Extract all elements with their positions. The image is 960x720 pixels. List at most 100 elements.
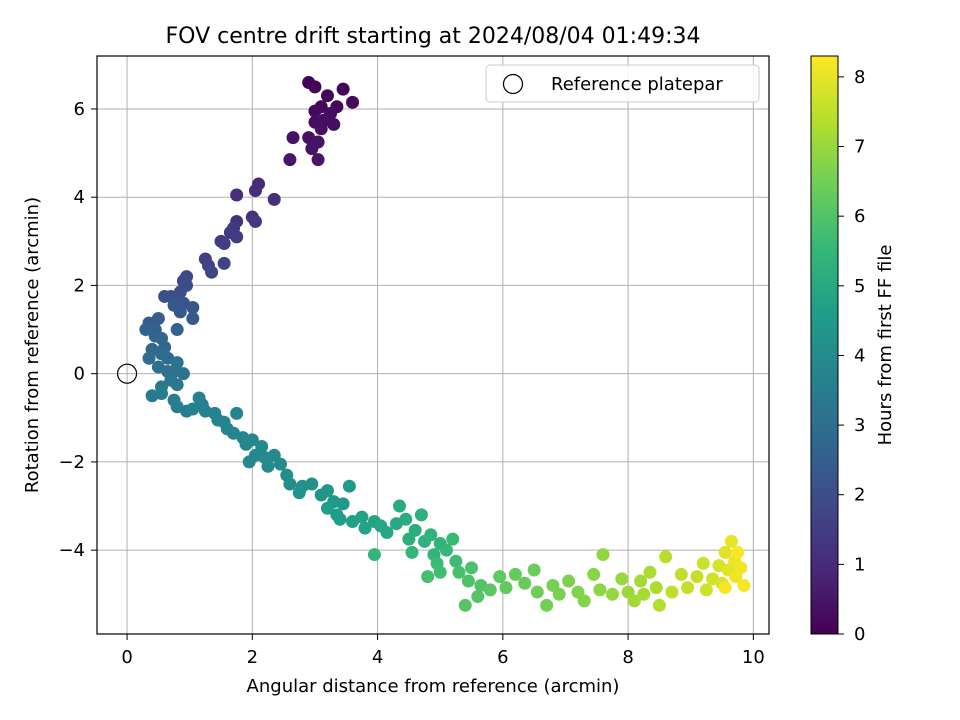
- data-point: [421, 570, 435, 584]
- colorbar-tick-label: 4: [854, 345, 865, 366]
- data-point: [696, 556, 710, 570]
- data-point: [637, 587, 651, 601]
- colorbar-ticks: 0 1 2 3 4 5 6 7 8: [838, 67, 865, 645]
- legend-marker: [502, 73, 524, 95]
- data-point: [587, 567, 601, 581]
- data-point: [593, 583, 607, 597]
- data-point: [170, 356, 184, 370]
- y-tick-label: 0: [74, 364, 85, 385]
- data-point: [540, 598, 554, 612]
- data-point: [308, 104, 322, 118]
- x-axis-label: Angular distance from reference (arcmin): [247, 676, 620, 697]
- data-point: [674, 567, 688, 581]
- data-point: [402, 532, 416, 546]
- data-point: [170, 378, 184, 392]
- data-point: [245, 433, 259, 447]
- data-point: [274, 457, 288, 471]
- x-tick-label: 2: [247, 647, 258, 668]
- colorbar-tick-label: 2: [854, 485, 865, 506]
- y-tick-label: 4: [74, 187, 85, 208]
- data-point: [718, 545, 732, 559]
- colorbar-tick-label: 8: [854, 67, 865, 88]
- y-tick-label: 2: [74, 275, 85, 296]
- data-point: [461, 574, 475, 588]
- data-point: [333, 512, 347, 526]
- colorbar-tick-label: 6: [854, 206, 865, 227]
- data-point: [305, 142, 319, 156]
- data-point: [414, 508, 428, 522]
- data-point: [186, 312, 200, 326]
- data-point: [627, 594, 641, 608]
- data-point: [405, 545, 419, 559]
- data-point: [518, 576, 532, 590]
- colorbar-gradient: [810, 55, 839, 635]
- data-point: [718, 581, 732, 595]
- data-point: [248, 214, 262, 228]
- legend: Reference platepar: [485, 64, 760, 103]
- data-point: [452, 565, 466, 579]
- data-point: [155, 387, 169, 401]
- data-point: [267, 192, 281, 206]
- grid: [97, 56, 769, 634]
- data-point: [261, 459, 275, 473]
- data-point: [552, 587, 566, 601]
- colorbar-label: Hours from first FF file: [875, 245, 896, 446]
- data-point: [292, 486, 306, 500]
- data-point: [643, 565, 657, 579]
- data-point: [314, 122, 328, 136]
- data-point: [433, 565, 447, 579]
- data-point: [286, 131, 300, 145]
- x-axis-ticks: 0 2 4 6 8 10: [121, 634, 765, 668]
- data-point: [311, 153, 325, 167]
- colorbar-tick-label: 0: [854, 624, 865, 645]
- data-point: [465, 561, 479, 575]
- data-point: [439, 543, 453, 557]
- data-point: [458, 598, 472, 612]
- reference-marker: [116, 363, 138, 384]
- data-point: [681, 581, 695, 595]
- plot-frame: [96, 55, 770, 635]
- data-point: [596, 548, 610, 562]
- data-point: [142, 351, 156, 365]
- y-axis-label: Rotation from reference (arcmin): [22, 197, 43, 493]
- data-point: [605, 587, 619, 601]
- data-point: [665, 585, 679, 599]
- data-point: [230, 188, 244, 202]
- data-point: [358, 521, 372, 535]
- colorbar: 0 1 2 3 4 5 6 7 8 Hours from first FF file: [810, 55, 896, 645]
- data-point: [659, 550, 673, 564]
- data-point: [449, 554, 463, 568]
- chart-title: FOV centre drift starting at 2024/08/04 …: [166, 24, 701, 49]
- data-point: [446, 532, 460, 546]
- data-point: [649, 581, 663, 595]
- data-point: [158, 289, 172, 303]
- data-point: [724, 534, 738, 548]
- data-point: [392, 499, 406, 513]
- colorbar-tick-label: 5: [854, 276, 865, 297]
- data-point: [690, 570, 704, 584]
- data-point: [305, 477, 319, 491]
- data-point: [336, 497, 350, 511]
- data-point: [139, 323, 153, 337]
- data-point: [308, 80, 322, 94]
- data-point: [493, 570, 507, 584]
- data-point: [634, 574, 648, 588]
- data-point: [283, 153, 297, 167]
- data-point: [320, 501, 334, 515]
- x-tick-label: 10: [742, 647, 765, 668]
- data-point: [562, 574, 576, 588]
- data-point: [217, 256, 231, 270]
- colorbar-tick-label: 3: [854, 415, 865, 436]
- scatter-points: [139, 75, 751, 612]
- legend-entry-reference: Reference platepar: [551, 74, 723, 95]
- data-point: [320, 89, 334, 103]
- data-point: [615, 572, 629, 586]
- data-point: [367, 548, 381, 562]
- data-point: [217, 237, 231, 251]
- data-point: [170, 323, 184, 337]
- data-point: [186, 402, 200, 416]
- data-point: [242, 455, 256, 469]
- data-point: [173, 305, 187, 319]
- data-point: [327, 117, 341, 131]
- data-point: [731, 545, 745, 559]
